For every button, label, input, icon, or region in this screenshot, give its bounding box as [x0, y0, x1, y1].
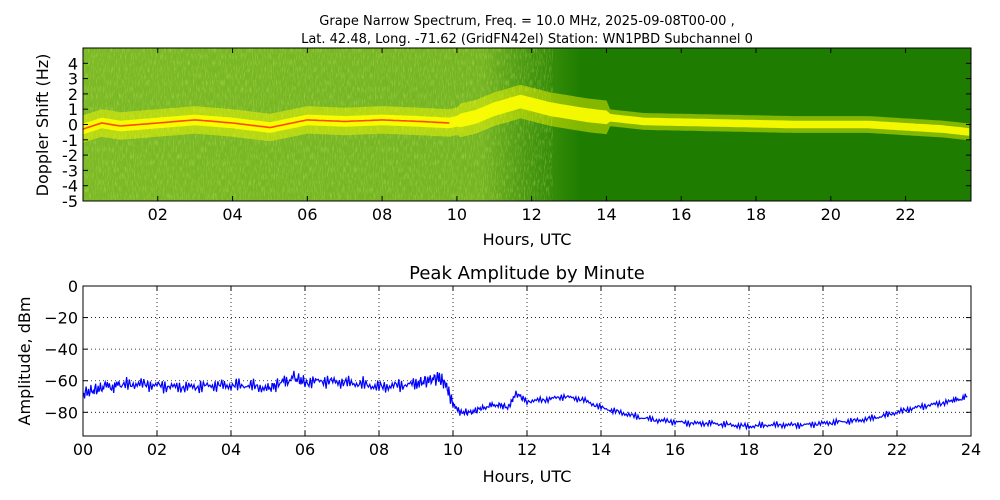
amplitude-x-tick-label: 12 [517, 440, 537, 459]
amplitude-y-tick-label: −20 [44, 309, 78, 328]
spectrogram-x-tick-label: 08 [372, 205, 392, 224]
spectrogram-chart: Grape Narrow Spectrum, Freq. = 10.0 MHz,… [33, 14, 972, 249]
amplitude-x-tick-label: 18 [739, 440, 759, 459]
spectrogram-title-line2: Lat. 42.48, Long. -71.62 (GridFN42el) St… [301, 32, 753, 47]
amplitude-x-tick-label: 22 [887, 440, 907, 459]
spectrogram-y-tick-label: 2 [68, 85, 78, 104]
amplitude-x-tick-label: 24 [961, 440, 981, 459]
amplitude-title: Peak Amplitude by Minute [409, 263, 645, 284]
spectrogram-x-tick-label: 14 [596, 205, 616, 224]
spectrogram-y-tick-label: -5 [62, 192, 78, 211]
spectrogram-x-tick-label: 04 [222, 205, 242, 224]
amplitude-x-tick-label: 16 [665, 440, 685, 459]
amplitude-y-tick-label: −80 [44, 403, 78, 422]
amplitude-chart: Peak Amplitude by Minute 00 02 04 06 08 10 12 1… [15, 263, 981, 486]
spectrogram-x-tick-label: 06 [297, 205, 317, 224]
spectrogram-x-tick-label: 16 [671, 205, 691, 224]
spectrogram-x-tick-label: 12 [521, 205, 541, 224]
spectrogram-y-tick-label: 4 [68, 54, 78, 73]
spectrogram-peak-trace [83, 119, 450, 130]
spectrogram-signal-halo [83, 84, 970, 143]
spectrogram-x-tick-label: 22 [895, 205, 915, 224]
amplitude-y-tick-label: −40 [44, 340, 78, 359]
amplitude-y-label: Amplitude, dBm [15, 297, 34, 426]
spectrogram-plot-area [83, 48, 971, 201]
spectrogram-y-tick-label: -3 [62, 161, 78, 180]
amplitude-x-tick-label: 04 [221, 440, 241, 459]
amplitude-x-tick-label: 02 [147, 440, 167, 459]
amplitude-x-tick-label: 00 [73, 440, 93, 459]
spectrogram-signal-band [83, 94, 970, 136]
amplitude-x-tick-label: 10 [443, 440, 463, 459]
spectrogram-title-line1: Grape Narrow Spectrum, Freq. = 10.0 MHz,… [319, 14, 734, 29]
amplitude-plot-background [83, 286, 971, 436]
spectrogram-y-tick-label: 3 [68, 70, 78, 89]
spectrogram-y-tick-label: -4 [62, 177, 78, 196]
amplitude-x-tick-label: 20 [813, 440, 833, 459]
amplitude-x-tick-label: 08 [369, 440, 389, 459]
spectrogram-x-tick-label: 18 [746, 205, 766, 224]
amplitude-x-tick-label: 06 [295, 440, 315, 459]
spectrogram-y-tick-label: 0 [68, 116, 78, 135]
amplitude-y-tick-label: −60 [44, 372, 78, 391]
spectrogram-x-tick-label: 20 [821, 205, 841, 224]
spectrogram-y-label: Doppler Shift (Hz) [33, 54, 52, 197]
spectrogram-y-tick-label: -2 [62, 146, 78, 165]
amplitude-series-line [83, 370, 968, 431]
spectrogram-y-tick-label: -1 [62, 131, 78, 150]
amplitude-y-tick-label: 0 [68, 277, 78, 296]
amplitude-x-label: Hours, UTC [483, 467, 572, 486]
spectrogram-x-label: Hours, UTC [483, 230, 572, 249]
spectrogram-y-tick-label: 1 [68, 100, 78, 119]
spectrogram-x-tick-label: 02 [148, 205, 168, 224]
spectrogram-x-tick-label: 10 [447, 205, 467, 224]
amplitude-x-tick-label: 14 [591, 440, 611, 459]
